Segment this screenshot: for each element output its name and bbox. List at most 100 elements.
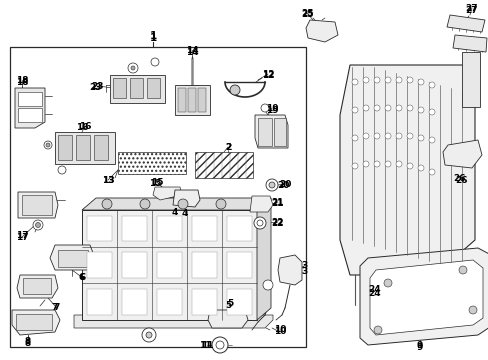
Text: 3: 3 (301, 267, 307, 276)
Circle shape (428, 109, 434, 115)
Bar (122, 252, 146, 278)
Bar (82, 210, 257, 320)
Bar (192, 216, 216, 241)
Bar (22, 195, 52, 215)
Circle shape (406, 77, 412, 83)
Text: 7: 7 (52, 303, 58, 312)
Polygon shape (257, 198, 270, 320)
Text: 15: 15 (148, 179, 161, 188)
Bar (23, 278, 51, 294)
Text: 22: 22 (271, 219, 284, 228)
Circle shape (146, 332, 152, 338)
Bar (18, 92, 42, 106)
Circle shape (428, 169, 434, 175)
Circle shape (406, 105, 412, 111)
Circle shape (351, 107, 357, 113)
Text: 25: 25 (300, 9, 313, 18)
Text: 11: 11 (198, 341, 211, 350)
Polygon shape (254, 115, 287, 148)
Text: 9: 9 (416, 341, 422, 350)
Bar (122, 289, 146, 315)
Bar (122, 216, 146, 241)
Text: 15: 15 (150, 177, 163, 186)
Text: 4: 4 (182, 208, 188, 217)
Circle shape (212, 337, 227, 353)
Circle shape (58, 166, 66, 174)
Text: 20: 20 (278, 180, 290, 189)
Text: 7: 7 (54, 303, 60, 312)
Circle shape (46, 143, 50, 147)
Bar (178, 88, 185, 112)
Circle shape (229, 85, 240, 95)
Bar (258, 118, 271, 146)
Text: 9: 9 (416, 342, 422, 351)
Polygon shape (82, 198, 270, 210)
Text: 2: 2 (224, 143, 231, 152)
Circle shape (428, 82, 434, 88)
Circle shape (362, 161, 368, 167)
Text: 10: 10 (273, 325, 285, 334)
Circle shape (131, 66, 135, 70)
Bar (55, 132, 115, 164)
Text: 24: 24 (368, 285, 381, 294)
Text: 8: 8 (25, 338, 31, 347)
Bar (157, 252, 182, 278)
Circle shape (417, 79, 423, 85)
Bar (87, 216, 112, 241)
Circle shape (268, 182, 274, 188)
Circle shape (373, 77, 379, 83)
Text: 5: 5 (224, 301, 231, 310)
Circle shape (142, 328, 156, 342)
Circle shape (44, 141, 52, 149)
Polygon shape (249, 196, 272, 212)
Text: 25: 25 (301, 9, 314, 18)
Circle shape (395, 105, 401, 111)
Text: 27: 27 (465, 4, 477, 13)
Text: 3: 3 (301, 261, 307, 270)
Polygon shape (17, 275, 58, 298)
Bar (227, 289, 251, 315)
Circle shape (417, 107, 423, 113)
Bar (227, 252, 251, 278)
Bar (16, 314, 52, 330)
Text: 26: 26 (453, 174, 465, 183)
Text: 23: 23 (90, 82, 102, 91)
Circle shape (216, 199, 225, 209)
Polygon shape (18, 192, 58, 218)
Text: 21: 21 (271, 198, 284, 207)
Bar (58, 250, 88, 267)
Polygon shape (173, 190, 200, 207)
Text: 6: 6 (80, 274, 86, 283)
Bar (130, 78, 142, 98)
Circle shape (263, 280, 272, 290)
Text: 11: 11 (201, 341, 213, 350)
Text: 13: 13 (102, 176, 114, 185)
Bar (187, 88, 196, 112)
Circle shape (362, 77, 368, 83)
Polygon shape (442, 140, 481, 168)
Text: 14: 14 (185, 48, 198, 57)
Bar (10, 47, 305, 347)
Text: 4: 4 (171, 207, 178, 216)
Text: 17: 17 (16, 233, 28, 242)
Circle shape (362, 105, 368, 111)
Polygon shape (15, 88, 45, 128)
Circle shape (265, 179, 278, 191)
Circle shape (33, 220, 43, 230)
Text: 17: 17 (16, 230, 28, 239)
Circle shape (417, 165, 423, 171)
Bar (110, 75, 164, 103)
Circle shape (395, 77, 401, 83)
Circle shape (373, 161, 379, 167)
Polygon shape (50, 245, 95, 270)
Circle shape (406, 133, 412, 139)
Circle shape (178, 199, 187, 209)
Circle shape (395, 133, 401, 139)
Circle shape (128, 63, 138, 73)
Polygon shape (446, 15, 484, 32)
Polygon shape (305, 20, 337, 42)
Polygon shape (153, 187, 182, 200)
Circle shape (362, 133, 368, 139)
Text: 20: 20 (276, 180, 288, 189)
Text: 16: 16 (76, 122, 88, 131)
